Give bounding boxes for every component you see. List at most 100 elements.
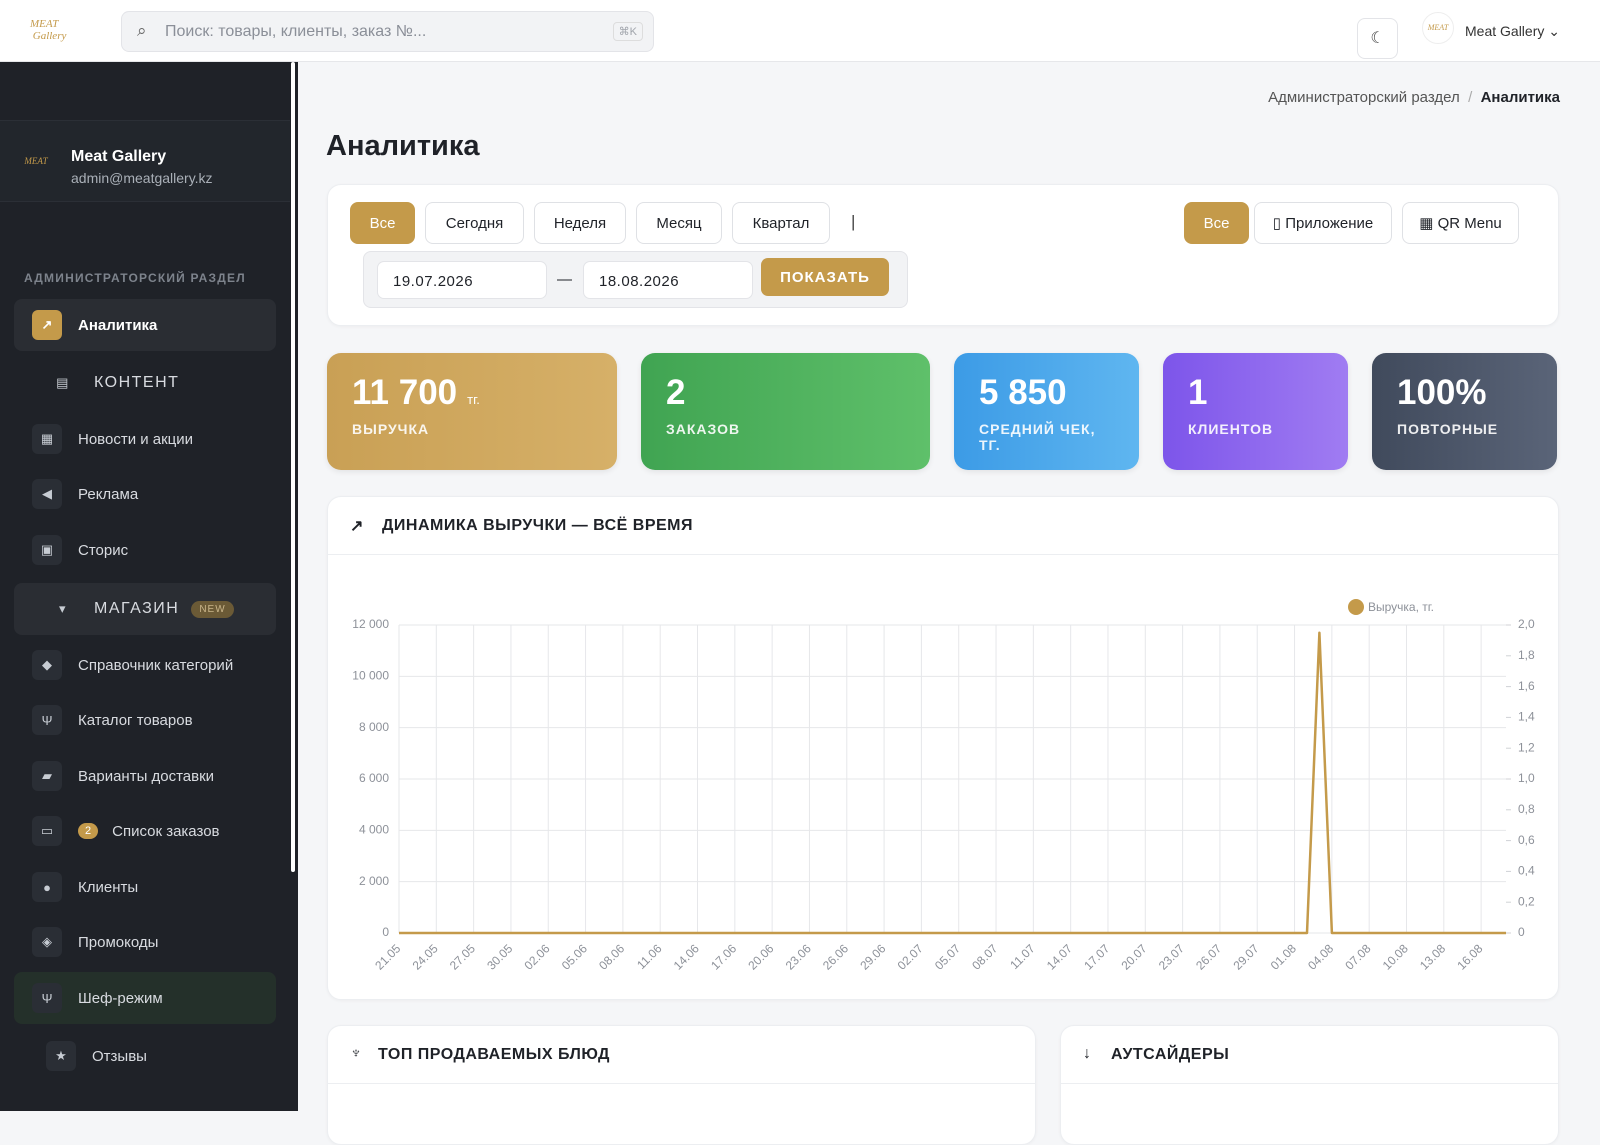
y2-tick-label: 0,8 <box>1518 802 1535 816</box>
menu-item[interactable]: Ψ Каталог товаров <box>14 694 276 746</box>
menu-label: Промокоды <box>78 933 159 951</box>
x-tick-label: 21.05 <box>372 941 403 972</box>
avatar[interactable]: MEAT <box>1422 12 1454 44</box>
stat-value: 1 <box>1188 373 1208 412</box>
x-tick-label: 02.07 <box>895 941 926 972</box>
x-tick-label: 11.07 <box>1007 941 1038 972</box>
menu-item[interactable]: ● Клиенты <box>14 861 276 913</box>
period-button[interactable]: Месяц <box>636 202 722 244</box>
stat-label: ЗАКАЗОВ <box>666 421 741 437</box>
stat-value: 2 <box>666 373 686 412</box>
menu-label: Список заказов <box>112 822 220 840</box>
stat-unit: тг. <box>467 392 480 407</box>
x-tick-label: 29.06 <box>857 941 888 972</box>
user-menu[interactable]: Meat Gallery ⌄ <box>1465 23 1560 39</box>
stat-card: 2 ЗАКАЗОВ <box>641 353 930 470</box>
separator: | <box>851 212 856 231</box>
y2-tick-label: 1,4 <box>1518 710 1535 724</box>
menu-item[interactable]: ▣ Сторис <box>14 524 276 576</box>
period-button[interactable]: Сегодня <box>425 202 524 244</box>
x-tick-label: 17.07 <box>1081 941 1112 972</box>
menu-item[interactable]: ★ Отзывы <box>14 1030 276 1082</box>
stat-card: 1 КЛИЕНТОВ <box>1163 353 1348 470</box>
period-button[interactable]: Неделя <box>534 202 626 244</box>
menu-item[interactable]: ◈ Промокоды <box>14 916 276 968</box>
stat-card: 11 700 тг. ВЫРУЧКА <box>327 353 617 470</box>
card-header: ↓ АУТСАЙДЕРЫ <box>1061 1026 1558 1084</box>
chart-card: ↗ ДИНАМИКА ВЫРУЧКИ — ВСЁ ВРЕМЯ 0 2 000 4 00… <box>327 496 1559 1000</box>
y2-tick-label: 1,0 <box>1518 771 1535 785</box>
period-button[interactable]: Все <box>350 202 415 244</box>
source-button[interactable]: ▦ QR Menu <box>1402 202 1519 244</box>
header: MEAT Gallery ⌕ Поиск: товары, клиенты, за… <box>0 0 1600 62</box>
breadcrumb-link[interactable]: Администраторский раздел <box>1268 89 1460 106</box>
menu-item[interactable]: ↗ Аналитика <box>14 299 276 351</box>
x-tick-label: 20.07 <box>1119 941 1150 972</box>
menu-item[interactable]: ▰ Варианты доставки <box>14 750 276 802</box>
y2-tick-label: 0,4 <box>1518 864 1535 878</box>
stat-card: 5 850 СРЕДНИЙ ЧЕК, ТГ. <box>954 353 1139 470</box>
x-tick-label: 13.08 <box>1417 941 1448 972</box>
sidebar: MEAT Meat Gallery admin@meatgallery.kz А… <box>0 62 298 1111</box>
date-from[interactable]: 19.07.2026 <box>377 261 547 299</box>
x-tick-label: 26.06 <box>820 941 851 972</box>
y2-tick-label: 1,8 <box>1518 648 1535 662</box>
card-title: АУТСАЙДЕРЫ <box>1111 1046 1230 1063</box>
x-tick-label: 11.06 <box>634 941 665 972</box>
stat-value: 11 700 <box>352 373 458 412</box>
submit-button[interactable]: ПОКАЗАТЬ <box>761 258 889 296</box>
x-tick-label: 10.08 <box>1380 941 1411 972</box>
outsiders-card: ↓ АУТСАЙДЕРЫ <box>1060 1025 1559 1145</box>
line-series <box>399 631 1506 935</box>
y-tick-label: 12 000 <box>352 617 389 631</box>
menu-label: Шеф-режим <box>78 989 163 1007</box>
search[interactable]: ⌕ Поиск: товары, клиенты, заказ №... ⌘K <box>121 11 654 52</box>
logo[interactable]: MEAT Gallery <box>30 18 67 42</box>
profile-name: Meat Gallery <box>71 148 167 165</box>
source-button[interactable]: ▯ Приложение <box>1254 202 1392 244</box>
page-title: Аналитика <box>326 130 480 162</box>
menu-label: Отзывы <box>92 1047 147 1065</box>
menu-item[interactable]: ▦ Новости и акции <box>14 413 276 465</box>
x-tick-label: 05.06 <box>559 941 590 972</box>
menu-item[interactable]: ◀ Реклама <box>14 468 276 520</box>
x-tick-label: 08.07 <box>969 941 1000 972</box>
y2-tick-label: 0,2 <box>1518 894 1535 908</box>
stat-card: 100% ПОВТОРНЫЕ <box>1372 353 1557 470</box>
menu-label: Реклама <box>78 485 139 503</box>
profile-email: admin@meatgallery.kz <box>71 170 213 186</box>
y2-tick-label: 2,0 <box>1518 617 1535 631</box>
x-tick-label: 05.07 <box>932 941 963 972</box>
menu-group[interactable]: ▤ КОНТЕНТ <box>56 374 180 391</box>
filter-card: Все Сегодня Неделя Месяц Квартал | Все ▯… <box>327 184 1559 326</box>
x-tick-label: 20.06 <box>745 941 776 972</box>
menu-badge: 2 <box>78 823 99 839</box>
y2-tick-label: 1,6 <box>1518 679 1535 693</box>
chart: 0 2 000 4 000 6 000 8 000 10 000 12 000 0 0,2 0,4… <box>352 599 1535 973</box>
x-tick-label: 24.05 <box>410 941 441 972</box>
period-button[interactable]: Квартал <box>732 202 830 244</box>
menu-label: Каталог товаров <box>78 711 193 729</box>
breadcrumb-sep: / <box>1468 89 1473 106</box>
shortcut: ⌘K <box>612 22 643 41</box>
card-header: ♆ ТОП ПРОДАВАЕМЫХ БЛЮД <box>328 1026 1035 1084</box>
theme-toggle[interactable]: ☾ <box>1357 18 1398 59</box>
legend-label: Выручка, тг. <box>1368 600 1434 614</box>
chart-title: ДИНАМИКА ВЫРУЧКИ — ВСЁ ВРЕМЯ <box>382 517 694 534</box>
x-tick-label: 02.06 <box>521 941 552 972</box>
scrollbar <box>291 62 295 872</box>
x-tick-label: 01.08 <box>1268 941 1299 972</box>
x-tick-label: 27.05 <box>447 941 478 972</box>
menu-item[interactable]: Ψ Шеф-режим <box>14 972 276 1024</box>
menu-item[interactable]: ▭ 2 Список заказов <box>14 805 276 857</box>
date-dash: — <box>557 271 572 288</box>
y-tick-label: 8 000 <box>359 720 389 734</box>
menu-item[interactable]: ◆ Справочник категорий <box>14 639 276 691</box>
breadcrumb-current: Аналитика <box>1480 89 1560 106</box>
menu-group[interactable]: ▾ МАГАЗИН NEW <box>14 583 276 635</box>
date-to[interactable]: 18.08.2026 <box>583 261 753 299</box>
card-icon: ↓ <box>1083 1045 1092 1062</box>
x-tick-label: 17.06 <box>708 941 739 972</box>
source-button[interactable]: Все <box>1184 202 1249 244</box>
